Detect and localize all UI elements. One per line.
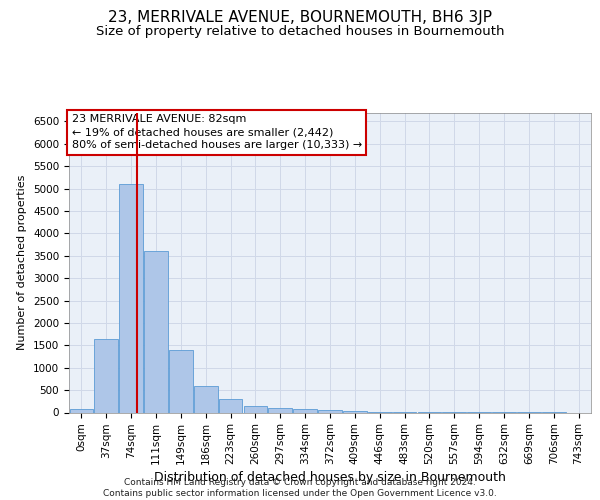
Bar [169, 350, 193, 412]
Bar [144, 252, 168, 412]
X-axis label: Distribution of detached houses by size in Bournemouth: Distribution of detached houses by size … [154, 472, 506, 484]
Bar [219, 399, 242, 412]
Bar [119, 184, 143, 412]
Bar [70, 409, 93, 412]
Bar [244, 406, 267, 412]
Y-axis label: Number of detached properties: Number of detached properties [17, 175, 28, 350]
Text: 23, MERRIVALE AVENUE, BOURNEMOUTH, BH6 3JP: 23, MERRIVALE AVENUE, BOURNEMOUTH, BH6 3… [108, 10, 492, 25]
Bar [318, 410, 342, 412]
Bar [343, 411, 367, 412]
Text: Contains HM Land Registry data © Crown copyright and database right 2024.
Contai: Contains HM Land Registry data © Crown c… [103, 478, 497, 498]
Bar [94, 338, 118, 412]
Text: 23 MERRIVALE AVENUE: 82sqm
← 19% of detached houses are smaller (2,442)
80% of s: 23 MERRIVALE AVENUE: 82sqm ← 19% of deta… [71, 114, 362, 150]
Text: Size of property relative to detached houses in Bournemouth: Size of property relative to detached ho… [96, 25, 504, 38]
Bar [293, 409, 317, 412]
Bar [194, 386, 218, 412]
Bar [268, 408, 292, 412]
